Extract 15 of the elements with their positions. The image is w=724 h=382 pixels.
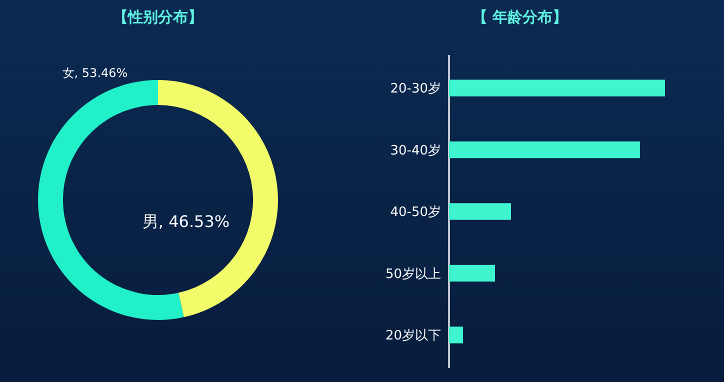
y-tick-label: 20-30岁 [390,82,441,97]
bar [449,141,640,158]
y-tick-label: 30-40岁 [390,143,441,158]
y-tick-label: 40-50岁 [390,205,441,220]
bar [449,80,665,96]
bar [449,264,496,282]
bar [449,326,464,344]
chart-title: 【性别分布】 [113,8,203,26]
slice-label: 女, 53.46% [62,66,128,80]
bar [449,203,511,220]
slice-label: 男, 46.53% [142,212,230,231]
donut-slice [158,80,278,318]
chart-title: 【 年龄分布】 [472,8,568,26]
y-tick-label: 20岁以下 [385,328,441,344]
y-tick-label: 50岁以上 [385,266,441,282]
